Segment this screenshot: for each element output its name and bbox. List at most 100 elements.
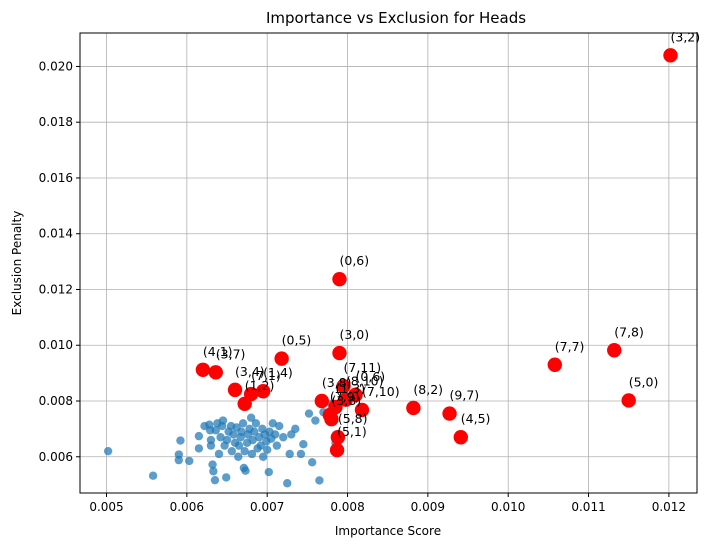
highlight-point [338, 392, 354, 407]
x-tick-label: 0.009 [411, 500, 445, 514]
plot-frame [79, 32, 698, 494]
point-annotation: (0,6) [356, 369, 386, 384]
regular-point [311, 416, 320, 425]
x-axis-label: Importance Score [335, 524, 441, 538]
highlight-point [663, 48, 678, 63]
point-annotation: (0,5) [282, 333, 312, 348]
regular-points [103, 399, 340, 488]
highlight-point [330, 430, 346, 445]
regular-point [238, 419, 248, 428]
point-annotation: (1,4) [263, 365, 293, 380]
highlight-point [255, 384, 271, 399]
regular-point [283, 479, 292, 488]
highlight-point [607, 343, 622, 358]
point-annotation: (3,2) [670, 29, 700, 44]
regular-point [241, 466, 250, 475]
point-annotation: (5,8) [338, 411, 368, 426]
regular-point [275, 421, 284, 431]
point-annotation: (3,8) [322, 375, 352, 390]
point-annotation: (3,8) [331, 393, 361, 408]
y-axis-label: Exclusion Penalty [10, 211, 24, 316]
highlight-points [195, 48, 678, 458]
y-tick-label: 0.010 [39, 338, 73, 352]
regular-point [272, 441, 282, 450]
highlight-point [332, 345, 347, 361]
point-annotation: (0,6) [339, 253, 369, 268]
regular-point [176, 436, 185, 445]
regular-point [194, 431, 204, 441]
regular-point [264, 467, 273, 477]
point-annotation: (8,10) [346, 374, 384, 389]
x-tick-label: 0.006 [170, 500, 204, 514]
regular-point [237, 427, 246, 436]
y-tick-label: 0.014 [39, 227, 73, 241]
regular-point [103, 446, 113, 456]
highlight-point [227, 382, 243, 398]
regular-point [209, 467, 218, 476]
regular-point [271, 430, 280, 439]
point-annotation: (7,9) [330, 389, 360, 404]
grid-lines [80, 33, 697, 493]
regular-point [174, 455, 184, 465]
regular-point [206, 441, 216, 450]
highlight-point [332, 271, 347, 287]
regular-point [185, 456, 194, 466]
regular-point [227, 446, 237, 456]
point-annotation: (5,0) [629, 374, 659, 389]
point-annotation: (7,11) [344, 360, 382, 375]
x-tick-label: 0.011 [571, 500, 605, 514]
regular-point [214, 449, 224, 459]
highlight-point [442, 406, 457, 421]
x-tick-label: 0.005 [89, 500, 123, 514]
point-annotation: (3,7) [216, 346, 246, 361]
regular-point [291, 424, 300, 434]
x-tick-label: 0.008 [330, 500, 364, 514]
point-annotation: (4,1) [203, 344, 233, 359]
regular-point [234, 452, 243, 461]
point-annotation: (4,5) [461, 411, 491, 426]
regular-point [211, 426, 220, 435]
x-tick-label: 0.010 [491, 500, 525, 514]
y-tick-label: 0.018 [39, 115, 73, 129]
point-annotation: (7,8) [614, 324, 644, 339]
y-tick-label: 0.008 [39, 394, 73, 408]
regular-point [279, 433, 288, 442]
regular-point [218, 416, 228, 425]
point-annotation: (3,0) [339, 327, 369, 342]
point-annotation: (9,7) [450, 388, 480, 403]
chart-title: Importance vs Exclusion for Heads [266, 9, 526, 27]
highlight-point [195, 362, 211, 377]
regular-point [246, 413, 256, 422]
highlight-point [329, 442, 345, 458]
point-annotation: (7,7) [555, 339, 585, 354]
highlight-point [336, 379, 351, 394]
highlight-point [328, 399, 343, 415]
regular-point [222, 435, 232, 445]
regular-point [216, 433, 225, 442]
regular-point [258, 452, 268, 461]
regular-point [250, 427, 259, 436]
y-tick-label: 0.006 [39, 450, 73, 464]
point-annotation: (1,2) [245, 378, 275, 393]
y-tick-label: 0.012 [39, 282, 73, 296]
point-annotation: (8,2) [413, 382, 443, 397]
highlight-point [621, 393, 636, 408]
point-annotation: (7,10) [362, 384, 400, 399]
y-tick-label: 0.016 [39, 171, 73, 185]
y-tick-label: 0.020 [39, 59, 73, 73]
highlight-point [354, 402, 370, 418]
regular-point [251, 419, 261, 428]
regular-point [210, 475, 220, 485]
point-annotations: (3,2) (0,6) (7,8) (7,7) (5,0) (3,0) (0,5) (4,1)… [203, 29, 700, 439]
x-tick-label: 0.007 [250, 500, 284, 514]
regular-point [194, 444, 204, 453]
regular-point [240, 446, 249, 456]
highlight-point [547, 357, 563, 372]
regular-point [268, 419, 278, 428]
regular-point [304, 409, 314, 418]
highlight-point [314, 393, 330, 409]
point-annotation: (7,1) [251, 368, 281, 383]
regular-point [248, 435, 257, 445]
regular-point [148, 471, 158, 480]
